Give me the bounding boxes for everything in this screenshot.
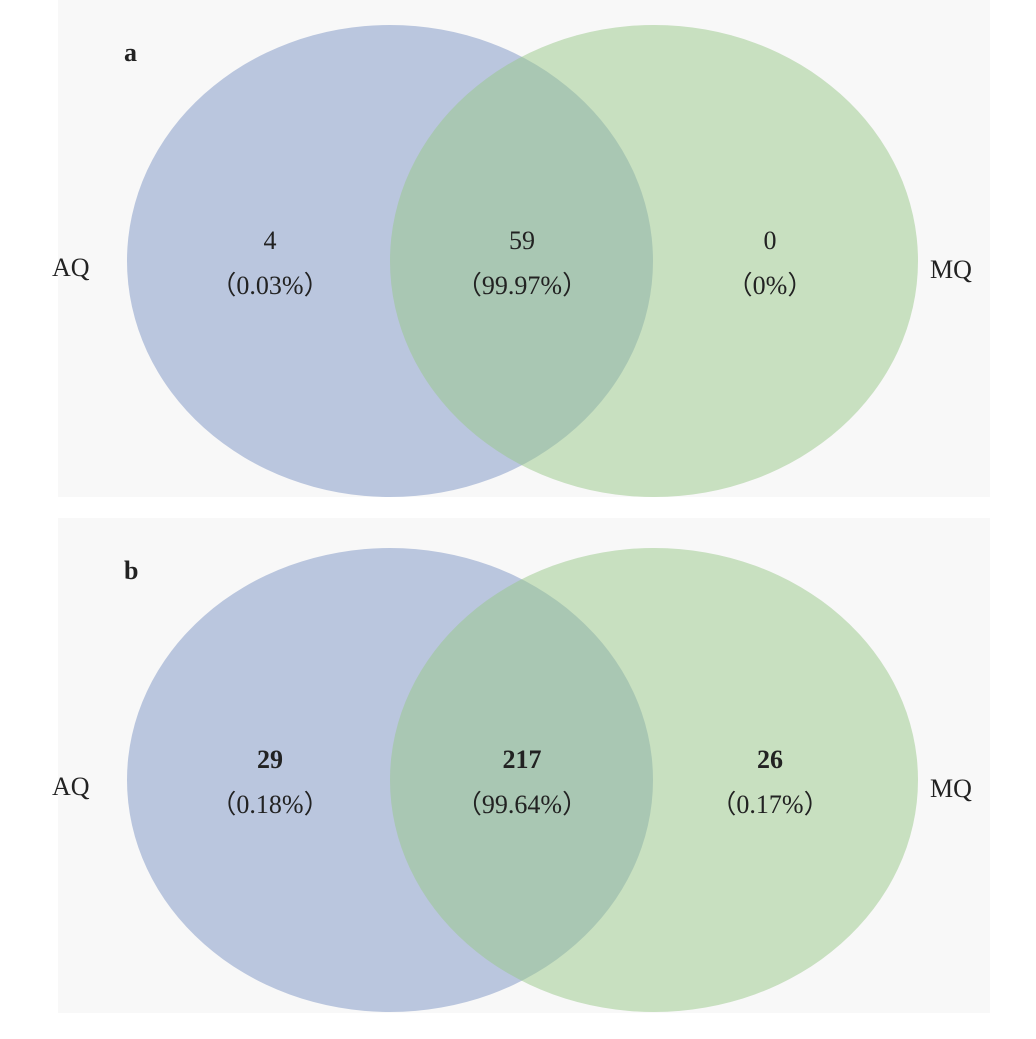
set-label: AQ bbox=[52, 772, 90, 801]
set-label: MQ bbox=[930, 774, 972, 803]
panel-label: b bbox=[124, 556, 138, 585]
region-count: 0 bbox=[764, 226, 777, 255]
venn-panel: b AQ MQ 29 （0.18%） 217 （99.64%） 26 （0.17%） bbox=[52, 518, 990, 1013]
region-share: （99.97%） bbox=[456, 271, 588, 300]
venn-panel: a AQ MQ 4 （0.03%） 59 （99.97%） 0 （0%） bbox=[52, 0, 990, 497]
set-label: AQ bbox=[52, 253, 90, 282]
set-label: MQ bbox=[930, 255, 972, 284]
region-share: （0.03%） bbox=[210, 271, 329, 300]
region-count: 26 bbox=[757, 745, 783, 774]
region-count: 4 bbox=[264, 226, 277, 255]
region-share: （0%） bbox=[727, 271, 814, 300]
region-share: （0.18%） bbox=[210, 790, 329, 819]
set-circle bbox=[390, 25, 918, 497]
region-count: 217 bbox=[503, 745, 542, 774]
region-share: （99.64%） bbox=[456, 790, 588, 819]
region-count: 59 bbox=[509, 226, 535, 255]
region-count: 29 bbox=[257, 745, 283, 774]
set-circle bbox=[390, 548, 918, 1012]
region-share: （0.17%） bbox=[710, 790, 829, 819]
panel-label: a bbox=[124, 38, 137, 67]
